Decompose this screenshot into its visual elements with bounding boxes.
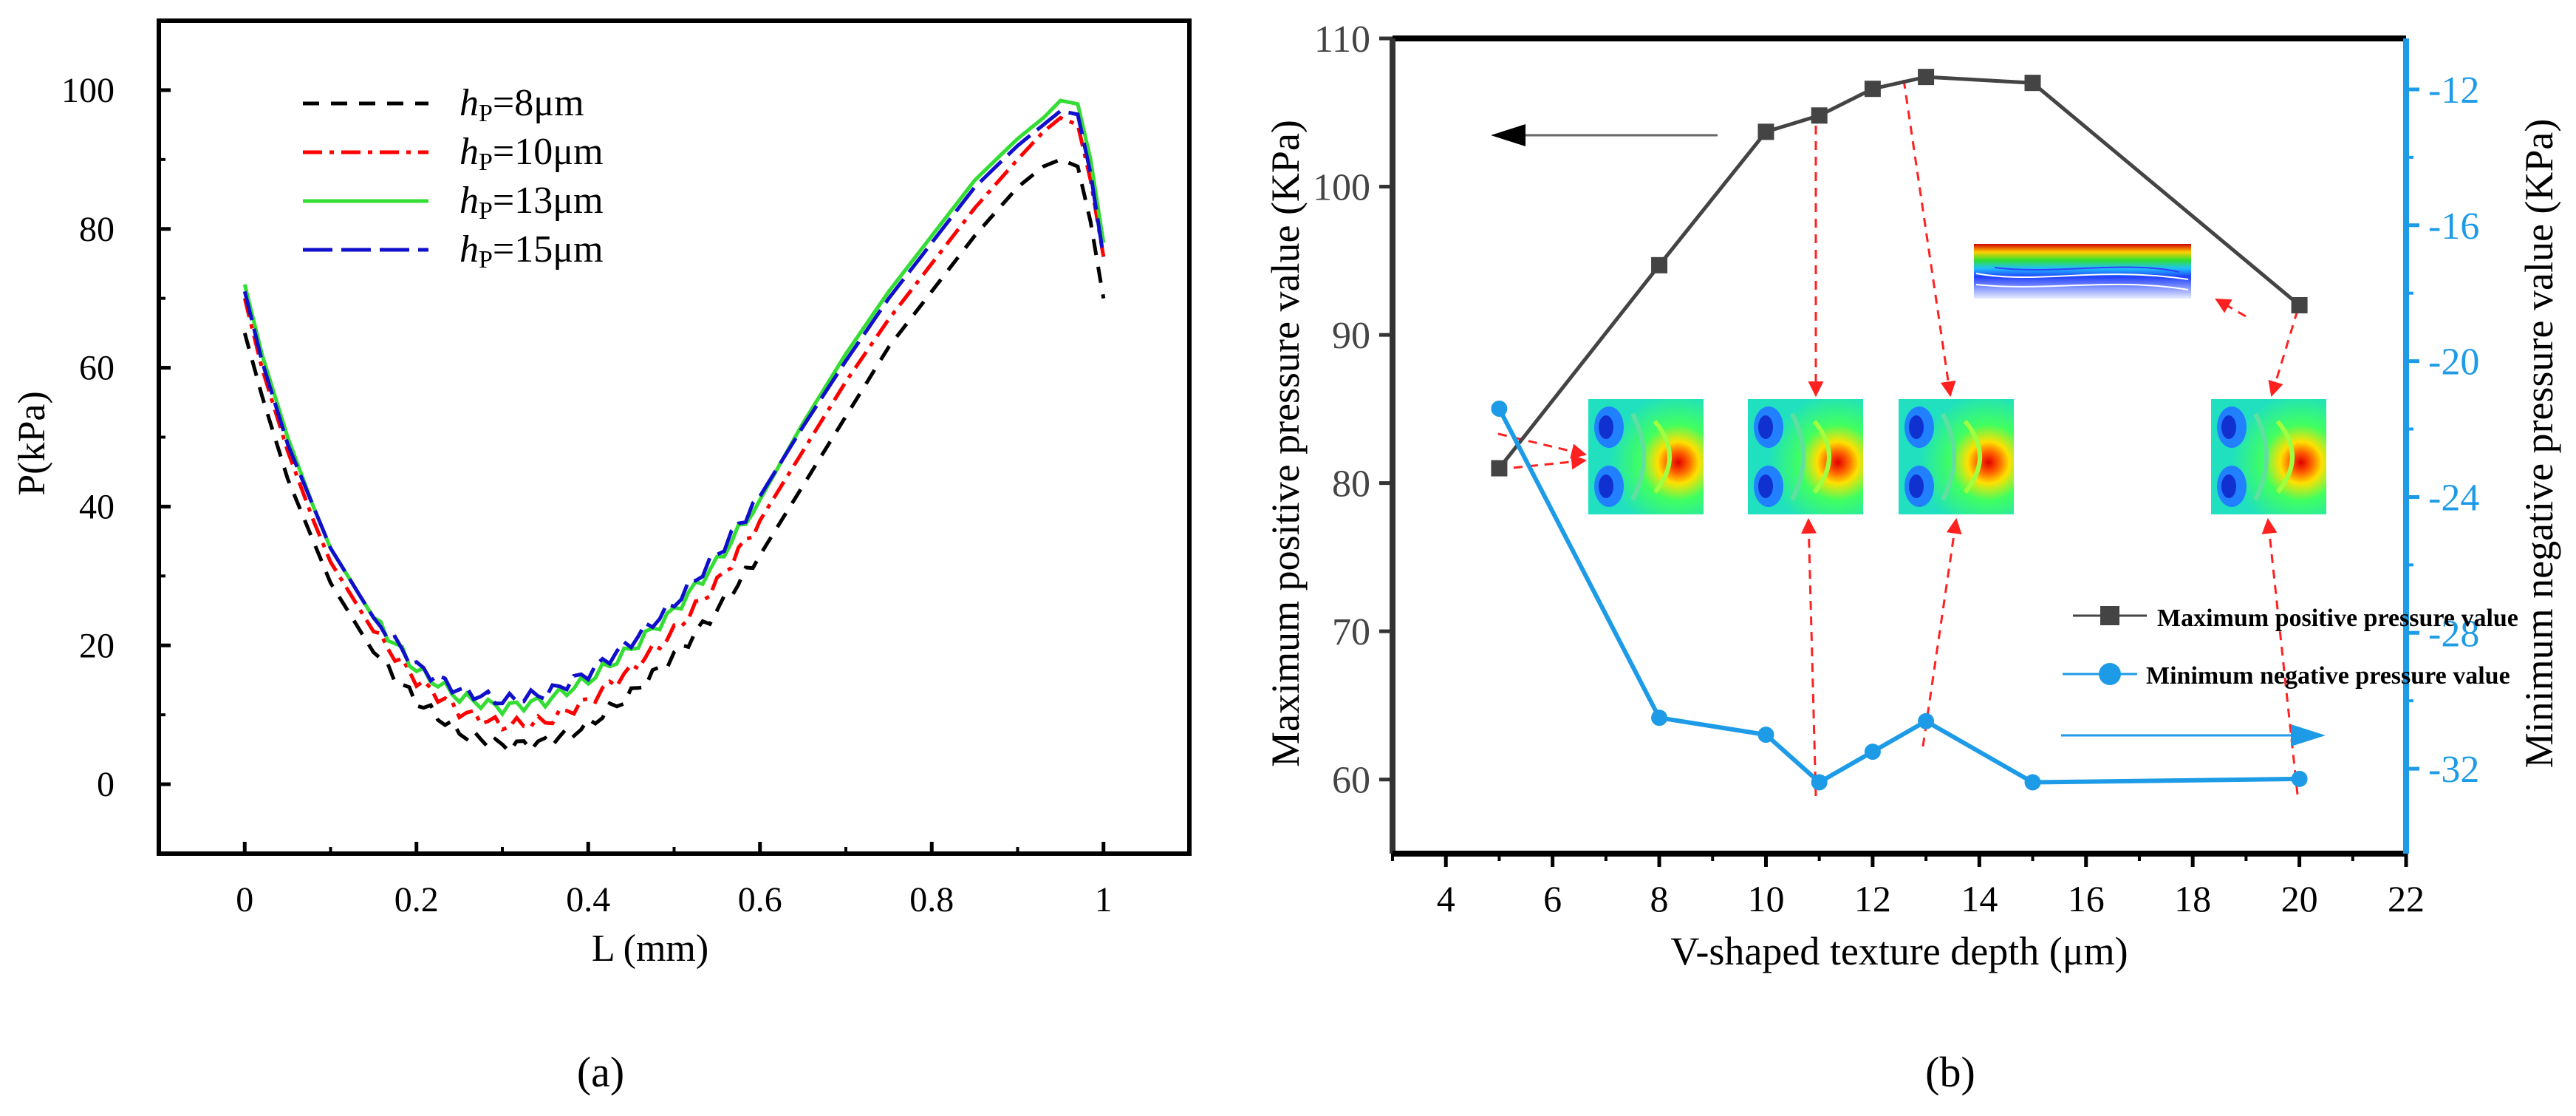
- y-tick-label: 60: [1332, 760, 1370, 802]
- left-axis-indicator-arrow: [1491, 124, 1718, 146]
- x-tick-label: 8: [1650, 878, 1669, 919]
- data-point-max-positive: [1651, 256, 1668, 273]
- data-point-min-negative: [1491, 400, 1508, 417]
- x-tick-label: 10: [1747, 878, 1784, 919]
- y2-tick-label: -28: [2428, 613, 2479, 655]
- x-tick-label: 0.4: [566, 880, 610, 919]
- x-tick-label: 0.6: [738, 880, 782, 919]
- right-axis-indicator-arrow: [2061, 724, 2326, 746]
- x-tick-label: 22: [2388, 878, 2425, 919]
- x-tick-label: 0.2: [394, 880, 439, 919]
- x-tick-label: 12: [1854, 878, 1891, 919]
- y-tick-label: 60: [79, 349, 115, 388]
- legend-label-4: hP=15μm: [459, 228, 604, 273]
- y-tick-label: 70: [1332, 611, 1370, 653]
- contour-inset-11: [1748, 399, 1863, 514]
- legend-entry-max-positive: Maximum positive pressure value: [2073, 605, 2518, 632]
- series-line-1: [242, 157, 1106, 755]
- y-tick-label: 100: [1313, 167, 1370, 209]
- panel-a-label: (a): [577, 1048, 624, 1096]
- panel-b-label: (b): [1925, 1048, 1975, 1096]
- panel-a-xlabel: L (mm): [592, 928, 708, 970]
- series-line-1: [1497, 75, 2301, 470]
- x-tick-label: 20: [2281, 878, 2318, 919]
- x-tick-label: 0: [236, 880, 253, 919]
- x-tick-label: 1: [1095, 880, 1113, 919]
- data-point-max-positive: [1811, 107, 1828, 124]
- panel-b-legend: Maximum positive pressure value Minimum …: [2063, 605, 2518, 690]
- streamline-inset: [1974, 244, 2191, 299]
- y-tick-label: 40: [79, 487, 115, 526]
- x-tick-label: 18: [2174, 878, 2211, 919]
- y2-tick-label: -32: [2428, 749, 2479, 791]
- x-tick-label: 16: [2068, 878, 2105, 919]
- y-tick-label: 0: [97, 765, 115, 804]
- y-tick-label: 20: [79, 626, 115, 665]
- series-line-4: [242, 109, 1106, 706]
- panel-b-ylabel: Maximum positive pressure value (KPa): [1263, 120, 1308, 767]
- data-point-max-positive: [1918, 69, 1935, 86]
- y2-tick-label: -24: [2428, 477, 2479, 519]
- y-tick-label: 110: [1314, 18, 1370, 61]
- data-point-min-negative: [1811, 774, 1828, 791]
- y-tick-label: 90: [1332, 315, 1370, 357]
- series-line-3: [242, 98, 1106, 718]
- data-point-max-positive: [1757, 123, 1774, 140]
- data-point-max-positive: [2024, 75, 2041, 92]
- panel-a-ylabel: P(kPa): [11, 391, 53, 496]
- y-tick-label: 80: [1332, 463, 1370, 506]
- data-point-max-positive: [1491, 460, 1508, 477]
- y-tick-label: 80: [79, 210, 115, 249]
- panel-a: 0 0.2 0.4 0.6 0.8 1 0 20 40 60 80 100 hP=8μmhP=10μ…: [11, 18, 1192, 1096]
- legend-label-1: hP=8μm: [459, 82, 584, 127]
- x-tick-label: 6: [1543, 878, 1562, 919]
- x-tick-label: 4: [1437, 878, 1455, 919]
- legend-label-3: hP=13μm: [459, 180, 604, 225]
- legend-label-min-negative: Minimum negative pressure value: [2146, 662, 2510, 690]
- data-point-min-negative: [1918, 712, 1935, 729]
- y2-tick-label: -16: [2428, 205, 2479, 248]
- y2-tick-label: -20: [2428, 341, 2479, 384]
- annotation-arrows: [1497, 79, 2299, 797]
- data-point-min-negative: [1757, 727, 1774, 744]
- data-point-max-positive: [1864, 81, 1881, 98]
- y-tick-label: 100: [61, 71, 115, 110]
- legend-marker-circle: [2099, 663, 2121, 685]
- data-point-min-negative: [2024, 774, 2041, 791]
- series-line-2: [1497, 407, 2300, 786]
- y2-tick-label: -12: [2428, 69, 2479, 112]
- panel-b-y2label: Minimum negative pressure value (KPa): [2517, 119, 2561, 769]
- x-tick-label: 14: [1961, 878, 1998, 919]
- contour-inset-20: [2211, 399, 2326, 514]
- x-tick-label: 0.8: [909, 880, 954, 919]
- legend-entry-min-negative: Minimum negative pressure value: [2063, 662, 2510, 690]
- legend-marker-square: [2100, 606, 2119, 625]
- contour-inset-13: [1899, 399, 2014, 514]
- panel-b: 4 6 8 10 12 14 16 18 20 22 60 70 80 90 100 110 -32 -28 -…: [1263, 18, 2561, 1096]
- legend-label-max-positive: Maximum positive pressure value: [2157, 605, 2518, 632]
- panel-b-xlabel: V-shaped texture depth (μm): [1670, 929, 2128, 973]
- legend-label-2: hP=10μm: [459, 131, 604, 176]
- data-point-max-positive: [2291, 296, 2308, 313]
- data-point-min-negative: [2291, 770, 2308, 787]
- series-line-2: [242, 115, 1106, 732]
- panel-a-frame: [157, 18, 1192, 856]
- data-point-min-negative: [1651, 710, 1668, 727]
- data-point-min-negative: [1864, 744, 1881, 761]
- contour-inset-5: [1588, 399, 1704, 514]
